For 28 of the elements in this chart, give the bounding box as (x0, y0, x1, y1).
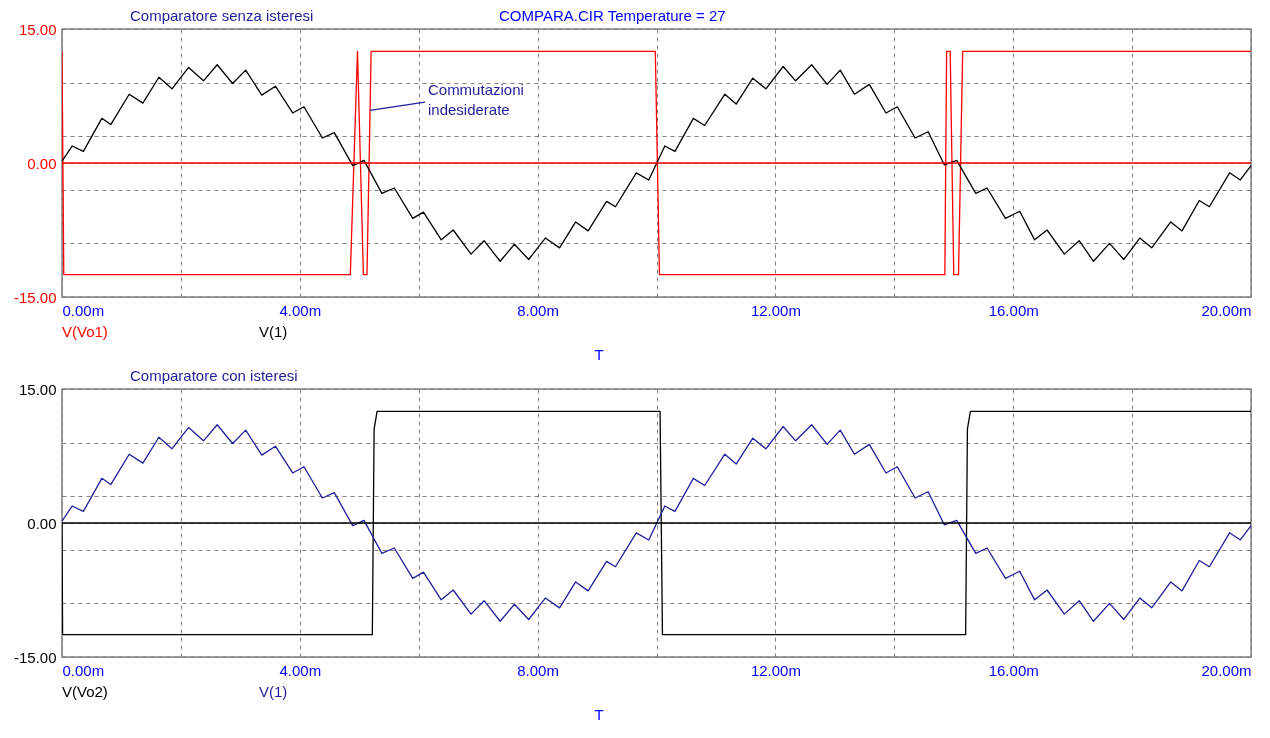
chart-title: Comparatore senza isteresi (130, 7, 314, 24)
y-tick-label: 15.00 (18, 380, 57, 398)
chart-title: Comparatore con isteresi (130, 367, 298, 384)
x-tick-label: 8.00m (517, 301, 559, 319)
text: V(1) (259, 323, 288, 340)
x-tick-label: 4.00m (279, 301, 322, 319)
text: V(1) (259, 683, 288, 700)
x-axis-title: T (594, 706, 604, 723)
y-tick-label: 0.00 (27, 514, 57, 532)
text: V(Vo2) (62, 683, 108, 700)
x-tick-label: 16.00m (988, 301, 1039, 319)
x-tick-label: 16.00m (988, 661, 1039, 679)
x-tick-label: 0.00m (62, 301, 105, 319)
text: V(Vo1) (62, 323, 108, 340)
x-axis-title: T (594, 346, 604, 363)
y-tick-label: -15.00 (13, 648, 57, 666)
y-tick-label: 0.00 (27, 154, 57, 172)
x-tick-label: 12.00m (750, 301, 801, 319)
y-tick-label: 15.00 (18, 20, 57, 38)
x-tick-label: 12.00m (750, 661, 801, 679)
x-tick-label: 0.00m (62, 661, 105, 679)
annotation: Commutazioni indesiderate (427, 81, 524, 119)
x-tick-label: 8.00m (517, 661, 559, 679)
chart-subtitle: COMPARA.CIR Temperature = 27 (499, 7, 726, 24)
x-tick-label: 20.00m (1201, 301, 1252, 319)
x-tick-label: 4.00m (279, 661, 322, 679)
y-tick-label: -15.00 (13, 288, 57, 306)
x-tick-label: 20.00m (1201, 661, 1252, 679)
